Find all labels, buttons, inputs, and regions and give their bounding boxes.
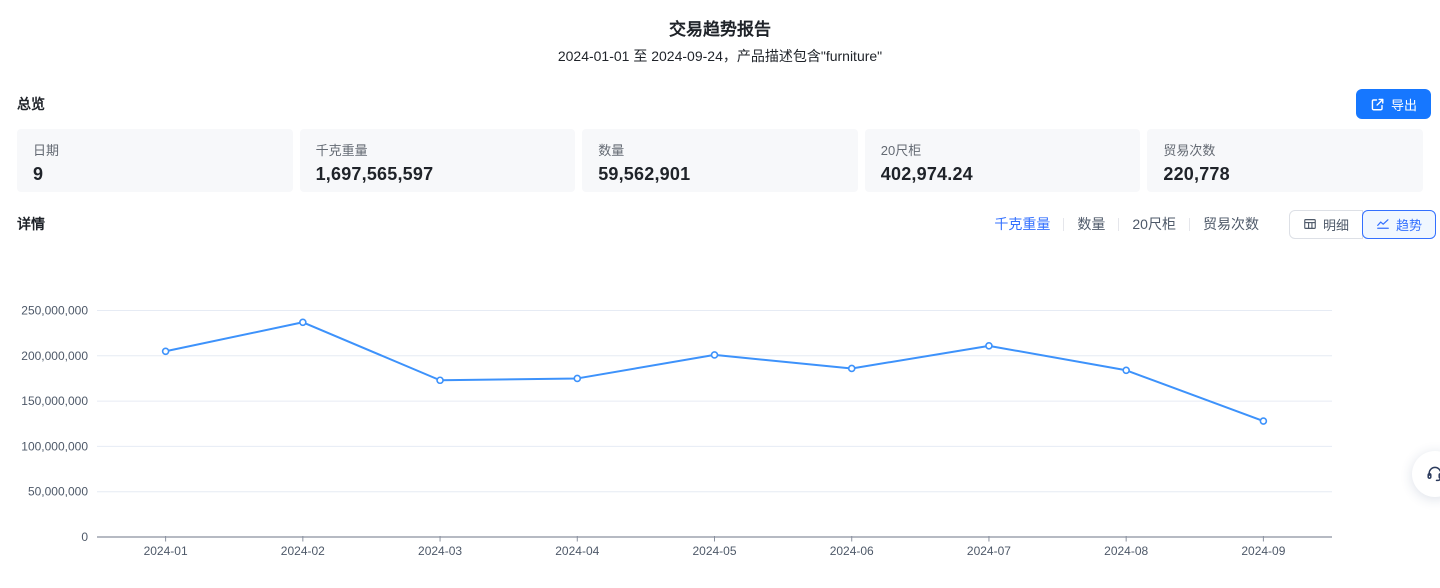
x-axis-label: 2024-01 [144,544,188,558]
y-axis-label: 250,000,000 [21,304,88,318]
data-point [161,347,170,356]
page-title: 交易趋势报告 [669,20,771,39]
stat-card-value: 402,974.24 [880,164,973,184]
data-point [436,376,444,385]
x-axis-label: 2024-02 [281,544,325,558]
data-point [299,318,307,327]
overview-section-title: 总览 [17,96,45,112]
metric-tabs: 千克重量 数量 20尺柜 贸易次数 [994,214,1259,234]
details-header: 详情 千克重量 数量 20尺柜 贸易次数 明细 [17,209,1436,239]
stat-card-label: 20尺柜 [880,143,922,158]
x-axis-label: 2024-04 [555,544,599,558]
x-axis-label: 2024-09 [1241,544,1285,558]
overview-cards: 日期 9 千克重量 1,697,565,597 数量 59,562,901 20… [17,129,1423,192]
x-axis-label: 2024-03 [418,544,462,558]
data-point [1259,417,1268,425]
data-point [847,364,856,373]
y-axis-label: 0 [81,530,88,544]
stat-card-kg-weight: 千克重量 1,697,565,597 [299,129,576,192]
details-section-title: 详情 [17,216,45,232]
tab-kg-weight[interactable]: 千克重量 [994,216,1051,232]
tab-divider [1063,217,1065,231]
y-axis-label: 50,000,000 [28,485,88,499]
tab-divider [1188,217,1190,231]
tab-quantity[interactable]: 数量 [1077,216,1106,232]
stat-card-label: 日期 [33,143,60,158]
data-point [1122,366,1130,375]
stat-card-value: 9 [33,164,44,184]
stat-card-label: 贸易次数 [1163,143,1216,158]
trend-chart: 0 50,000,000 100,000,000 150,000,000 200,000… [21,304,1332,558]
stat-card-quantity: 数量 59,562,901 [582,129,858,192]
x-axis-label: 2024-06 [830,544,874,558]
detail-view-label: 明细 [1322,217,1349,233]
page-subtitle: 2024-01-01 至 2024-09-24，产品描述包含"furniture… [557,48,883,64]
stat-card-trade-count: 贸易次数 220,778 [1147,129,1423,192]
stat-card-value: 1,697,565,597 [315,164,434,184]
headset-icon [1425,463,1440,486]
tab-divider [1118,217,1120,231]
tab-20ft-container[interactable]: 20尺柜 [1132,216,1176,232]
detail-view-button[interactable]: 明细 [1288,209,1363,239]
x-axis-label: 2024-05 [692,544,736,558]
view-toggle: 明细 趋势 [1288,209,1436,239]
x-axis-label: 2024-08 [1104,544,1148,558]
stat-card-20ft-container: 20尺柜 402,974.24 [864,129,1141,192]
trend-line [164,321,1265,423]
support-fab[interactable] [1412,451,1440,497]
line-chart-icon [1376,217,1390,231]
data-point [710,351,719,359]
x-axis-label: 2024-07 [967,544,1011,558]
stat-card-value: 59,562,901 [598,164,691,184]
stat-card-label: 数量 [598,143,625,158]
stat-card-value: 220,778 [1163,164,1230,184]
y-axis-label: 100,000,000 [21,439,88,453]
y-axis-label: 150,000,000 [21,394,88,408]
stat-card-date: 日期 9 [17,129,293,192]
stat-card-label: 千克重量 [315,143,368,158]
trend-view-button[interactable]: 趋势 [1361,209,1436,239]
data-point [985,342,993,350]
export-button-label: 导出 [1390,97,1417,113]
export-icon [1370,97,1385,112]
overview-header: 总览 导出 [17,89,1431,119]
trend-chart-container: 0 50,000,000 100,000,000 150,000,000 200,000… [0,288,1360,588]
trend-view-label: 趋势 [1395,217,1422,233]
tab-trade-count[interactable]: 贸易次数 [1202,216,1259,232]
data-point [573,374,582,383]
y-axis-label: 200,000,000 [21,349,88,363]
table-icon [1303,217,1317,231]
export-button[interactable]: 导出 [1355,89,1431,119]
